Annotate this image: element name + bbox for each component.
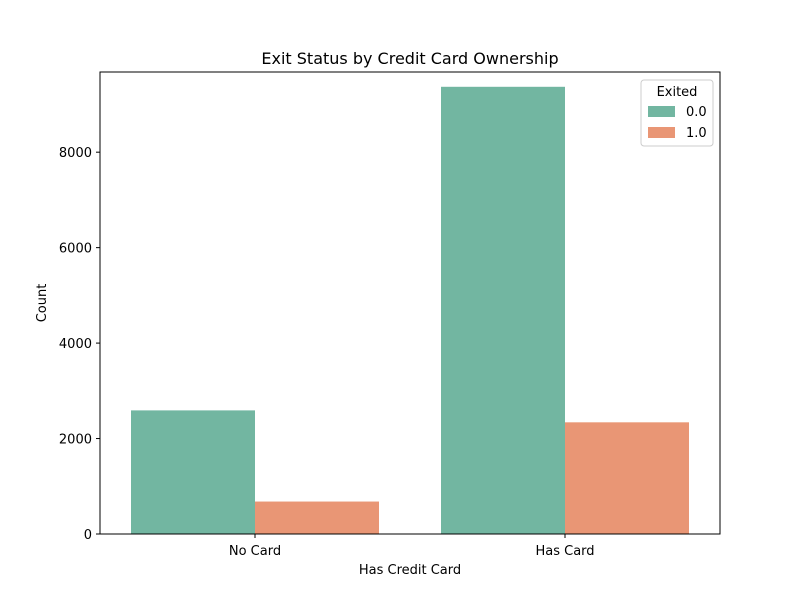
x-axis-label: Has Credit Card (359, 563, 461, 578)
legend-swatch (648, 106, 675, 117)
y-tick-label: 2000 (59, 433, 92, 448)
x-tick-label: No Card (229, 544, 281, 559)
y-axis: 0 2000 4000 6000 8000 (59, 146, 100, 543)
bars-group (131, 86, 689, 534)
legend: Exited 0.01.0 (640, 79, 714, 147)
y-tick-label: 6000 (59, 242, 92, 257)
plot-frame (99, 71, 721, 535)
bar-has-card-exited-0-0 (441, 86, 565, 534)
bar-no-card-exited-0-0 (131, 410, 255, 534)
legend-label: 0.0 (686, 105, 707, 120)
legend-items: 0.01.0 (648, 105, 707, 141)
chart-title: Exit Status by Credit Card Ownership (261, 49, 558, 68)
y-axis-label: Count (35, 284, 50, 323)
bar-has-card-exited-1-0 (565, 422, 689, 534)
bar-no-card-exited-1-0 (255, 501, 379, 534)
y-tick-label: 4000 (59, 337, 92, 352)
legend-label: 1.0 (686, 126, 707, 141)
legend-swatch (648, 127, 675, 138)
y-tick-label: 8000 (59, 146, 92, 161)
y-tick-label: 0 (84, 528, 92, 543)
x-tick-label: Has Card (535, 544, 594, 559)
legend-title: Exited (657, 85, 698, 100)
x-axis: No Card Has Card (229, 534, 595, 559)
